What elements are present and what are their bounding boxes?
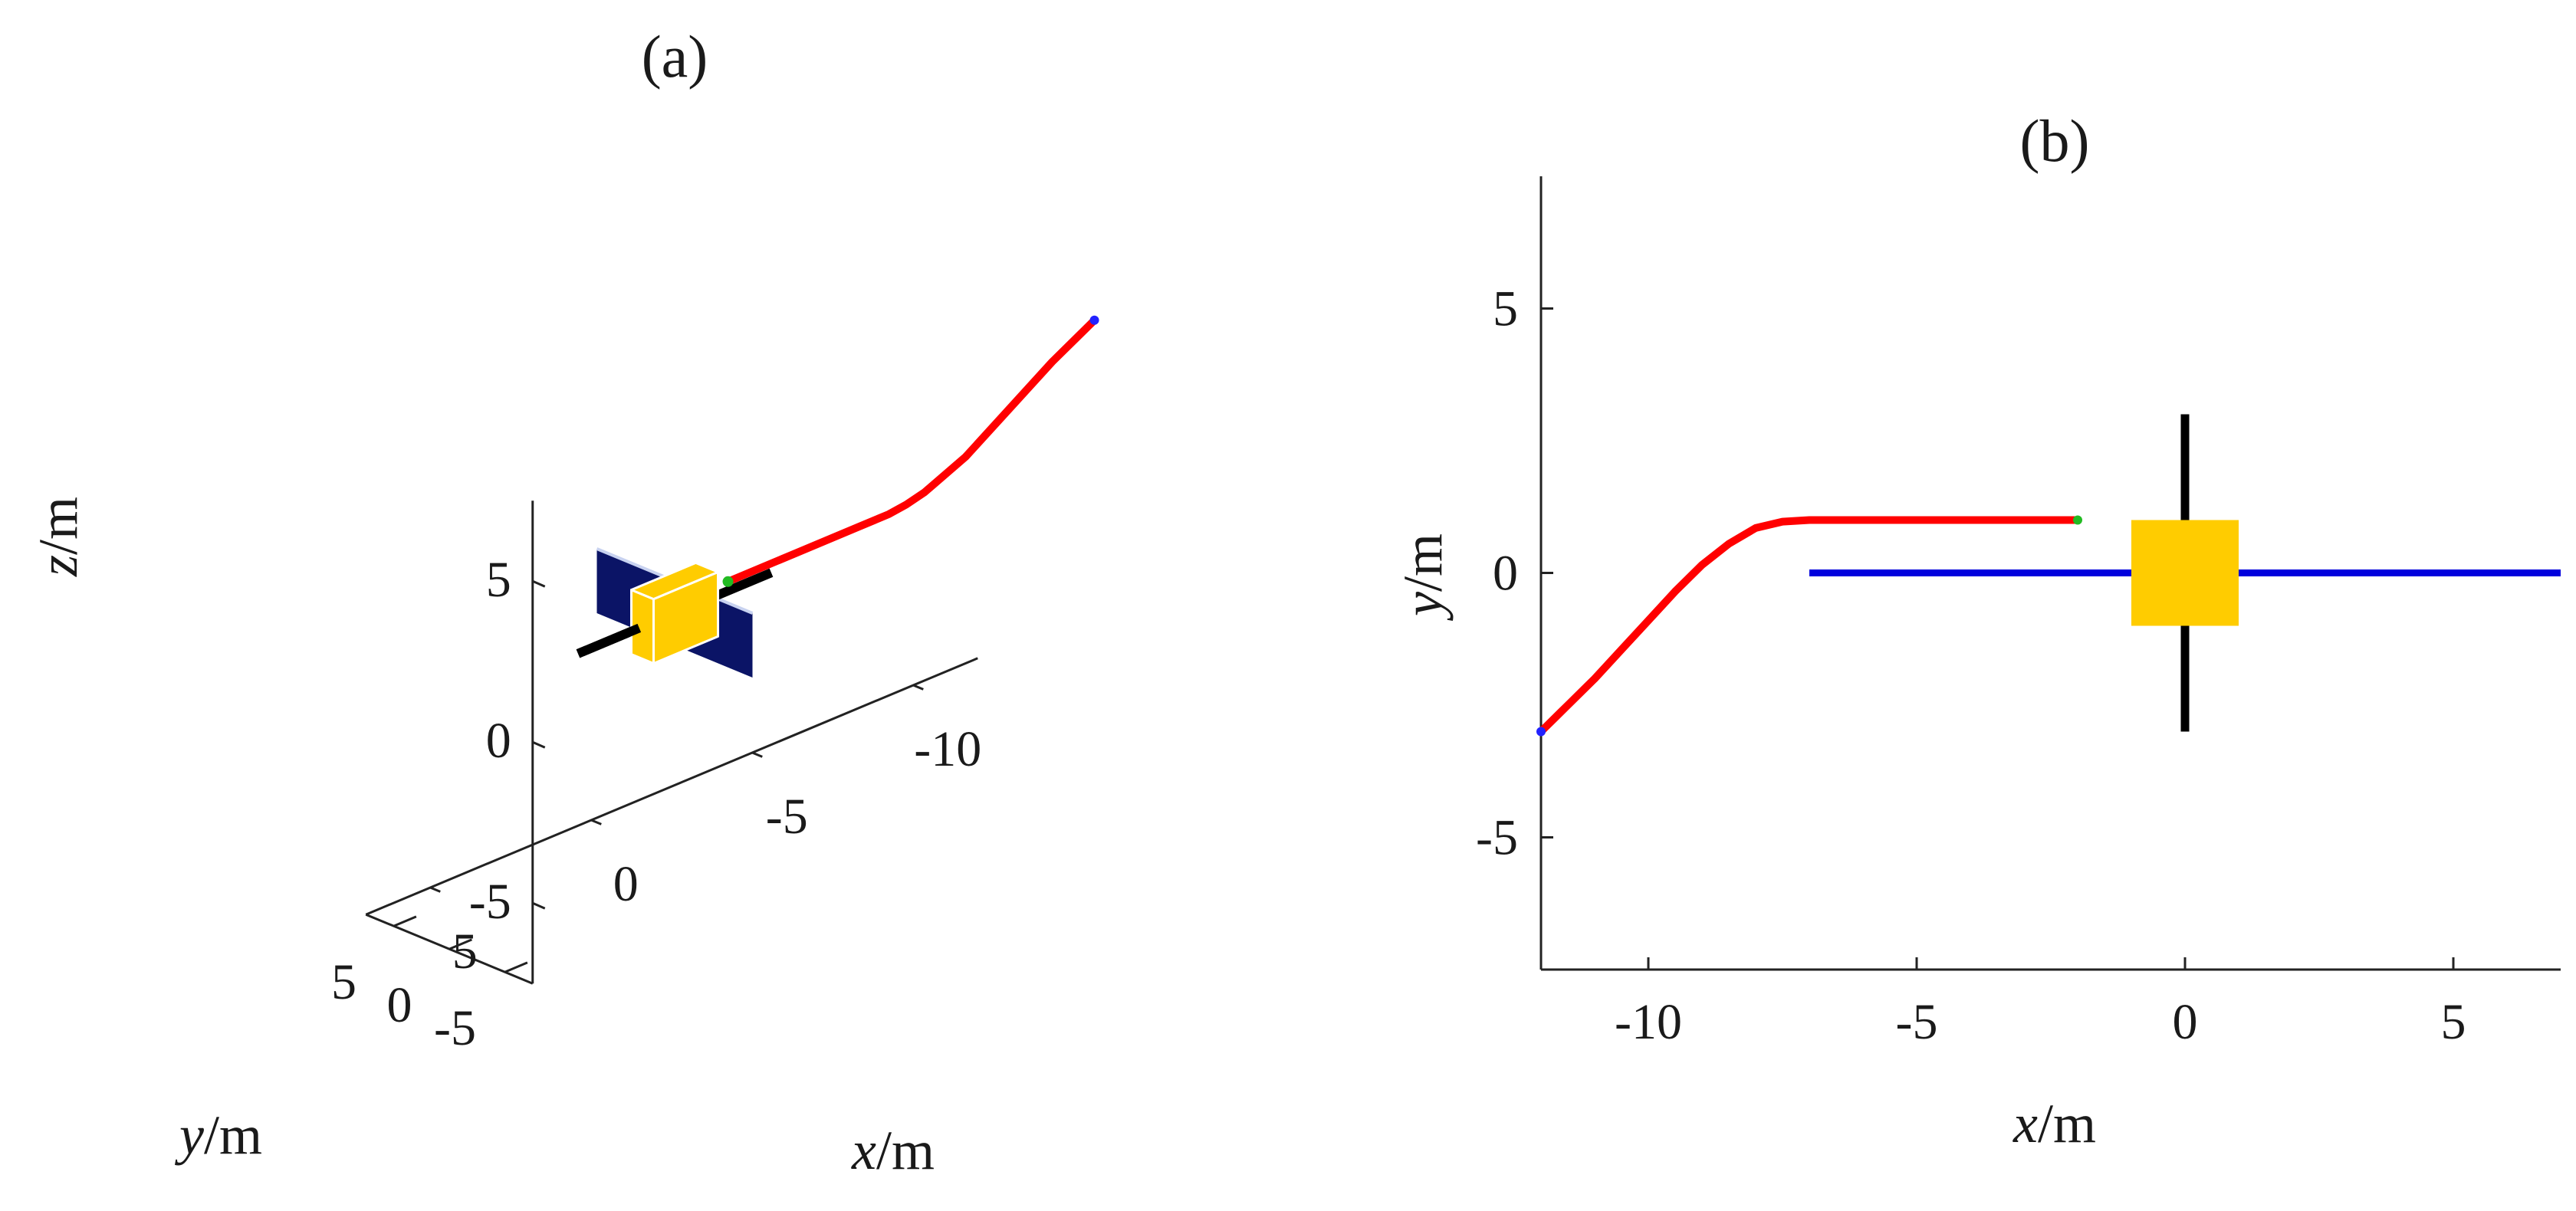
panel-a-xlabel-var: x [851,1120,876,1181]
panel-a-label: (a) [642,23,708,90]
panel-a-z-tick [532,740,546,749]
panel-b-ticks: -10 -5 0 5 5 0 -5 [1476,281,2466,1051]
panel-b-xlabel: x/m [2013,1093,2096,1154]
panel-a-z-tick-label: -5 [469,874,511,930]
spacecraft-body [2131,520,2239,626]
panel-a-zlabel: z/m [28,497,89,577]
panel-a-y-tick [393,915,417,927]
panel-b-xlabel-var: x [2013,1093,2038,1154]
panel-a-x-tick [429,886,441,893]
panel-a-x-tick-label: 0 [613,856,639,912]
panel-b-xlabel-unit: /m [2038,1093,2096,1154]
panel-a-xlabel-unit: /m [876,1120,935,1181]
trajectory-line [1537,516,2082,736]
panel-b-x-tick-label: 0 [2173,994,2198,1050]
panel-a-x-tick [912,684,924,691]
panel-a-x-tick [590,819,602,825]
panel-b-ylabel: y/m [1392,533,1454,622]
panel-a-x-tick [751,751,763,758]
panel-a-z-tick-label: 5 [486,552,511,608]
panel-b-label: (b) [2020,107,2090,174]
trajectory-end-marker [722,576,734,587]
trajectory-line [724,316,1099,586]
boom-front-segment [576,623,642,658]
panel-a-z-tick [532,901,546,910]
panel-b-trajectory-group [1536,515,2082,737]
panel-a-y-tick-label: -5 [434,1000,476,1056]
trajectory-start-marker [1536,727,1546,737]
panel-b-x-tick-label: 5 [2441,994,2466,1050]
panel-b-x-tick-label: -5 [1896,994,1938,1050]
panel-b-spacecraft [1809,414,2561,732]
panel-a-z-tick-label: 0 [486,713,511,769]
panel-a-x-axis-line [365,657,978,916]
panel-a-z-tick [532,579,546,588]
panel-a-xlabel: x/m [851,1120,935,1181]
panel-a-ylabel-var: y [174,1104,204,1166]
panel-a-x-tick-label: 5 [452,924,478,980]
panel-a-y-tick [449,938,472,950]
panel-a-ylabel: y/m [174,1104,262,1166]
panel-a-x-tick-label: -5 [766,789,808,845]
panel-b-x-tick-label: -10 [1615,994,1682,1050]
panel-b-y-tick-label: 5 [1493,281,1518,337]
panel-a-y-tick [504,961,528,973]
panel-a-x-tick-label: -10 [914,721,981,777]
panel-b-y-tick-label: 0 [1493,546,1518,602]
panel-a-y-tick-label: 0 [387,977,412,1033]
trajectory-end-marker [2073,515,2082,525]
panel-a-ylabel-unit: /m [204,1104,262,1166]
panel-b-ylabel-var: y [1392,592,1454,622]
panel-a-y-tick-label: 5 [331,954,356,1010]
panel-b: (b) -10 -5 0 5 5 0 -5 y/m x/m [1392,107,2561,1154]
panel-b-ylabel-unit: /m [1392,533,1454,592]
trajectory-start-marker [1089,315,1099,325]
panel-a-spacecraft [576,547,774,678]
panel-a-zlabel-unit: /m [28,497,89,555]
spacecraft-body-top-face [630,561,719,601]
panel-a-zlabel-var: z [28,555,89,577]
panel-a-trajectory-group [722,315,1099,587]
panel-b-y-tick-label: -5 [1476,810,1518,866]
